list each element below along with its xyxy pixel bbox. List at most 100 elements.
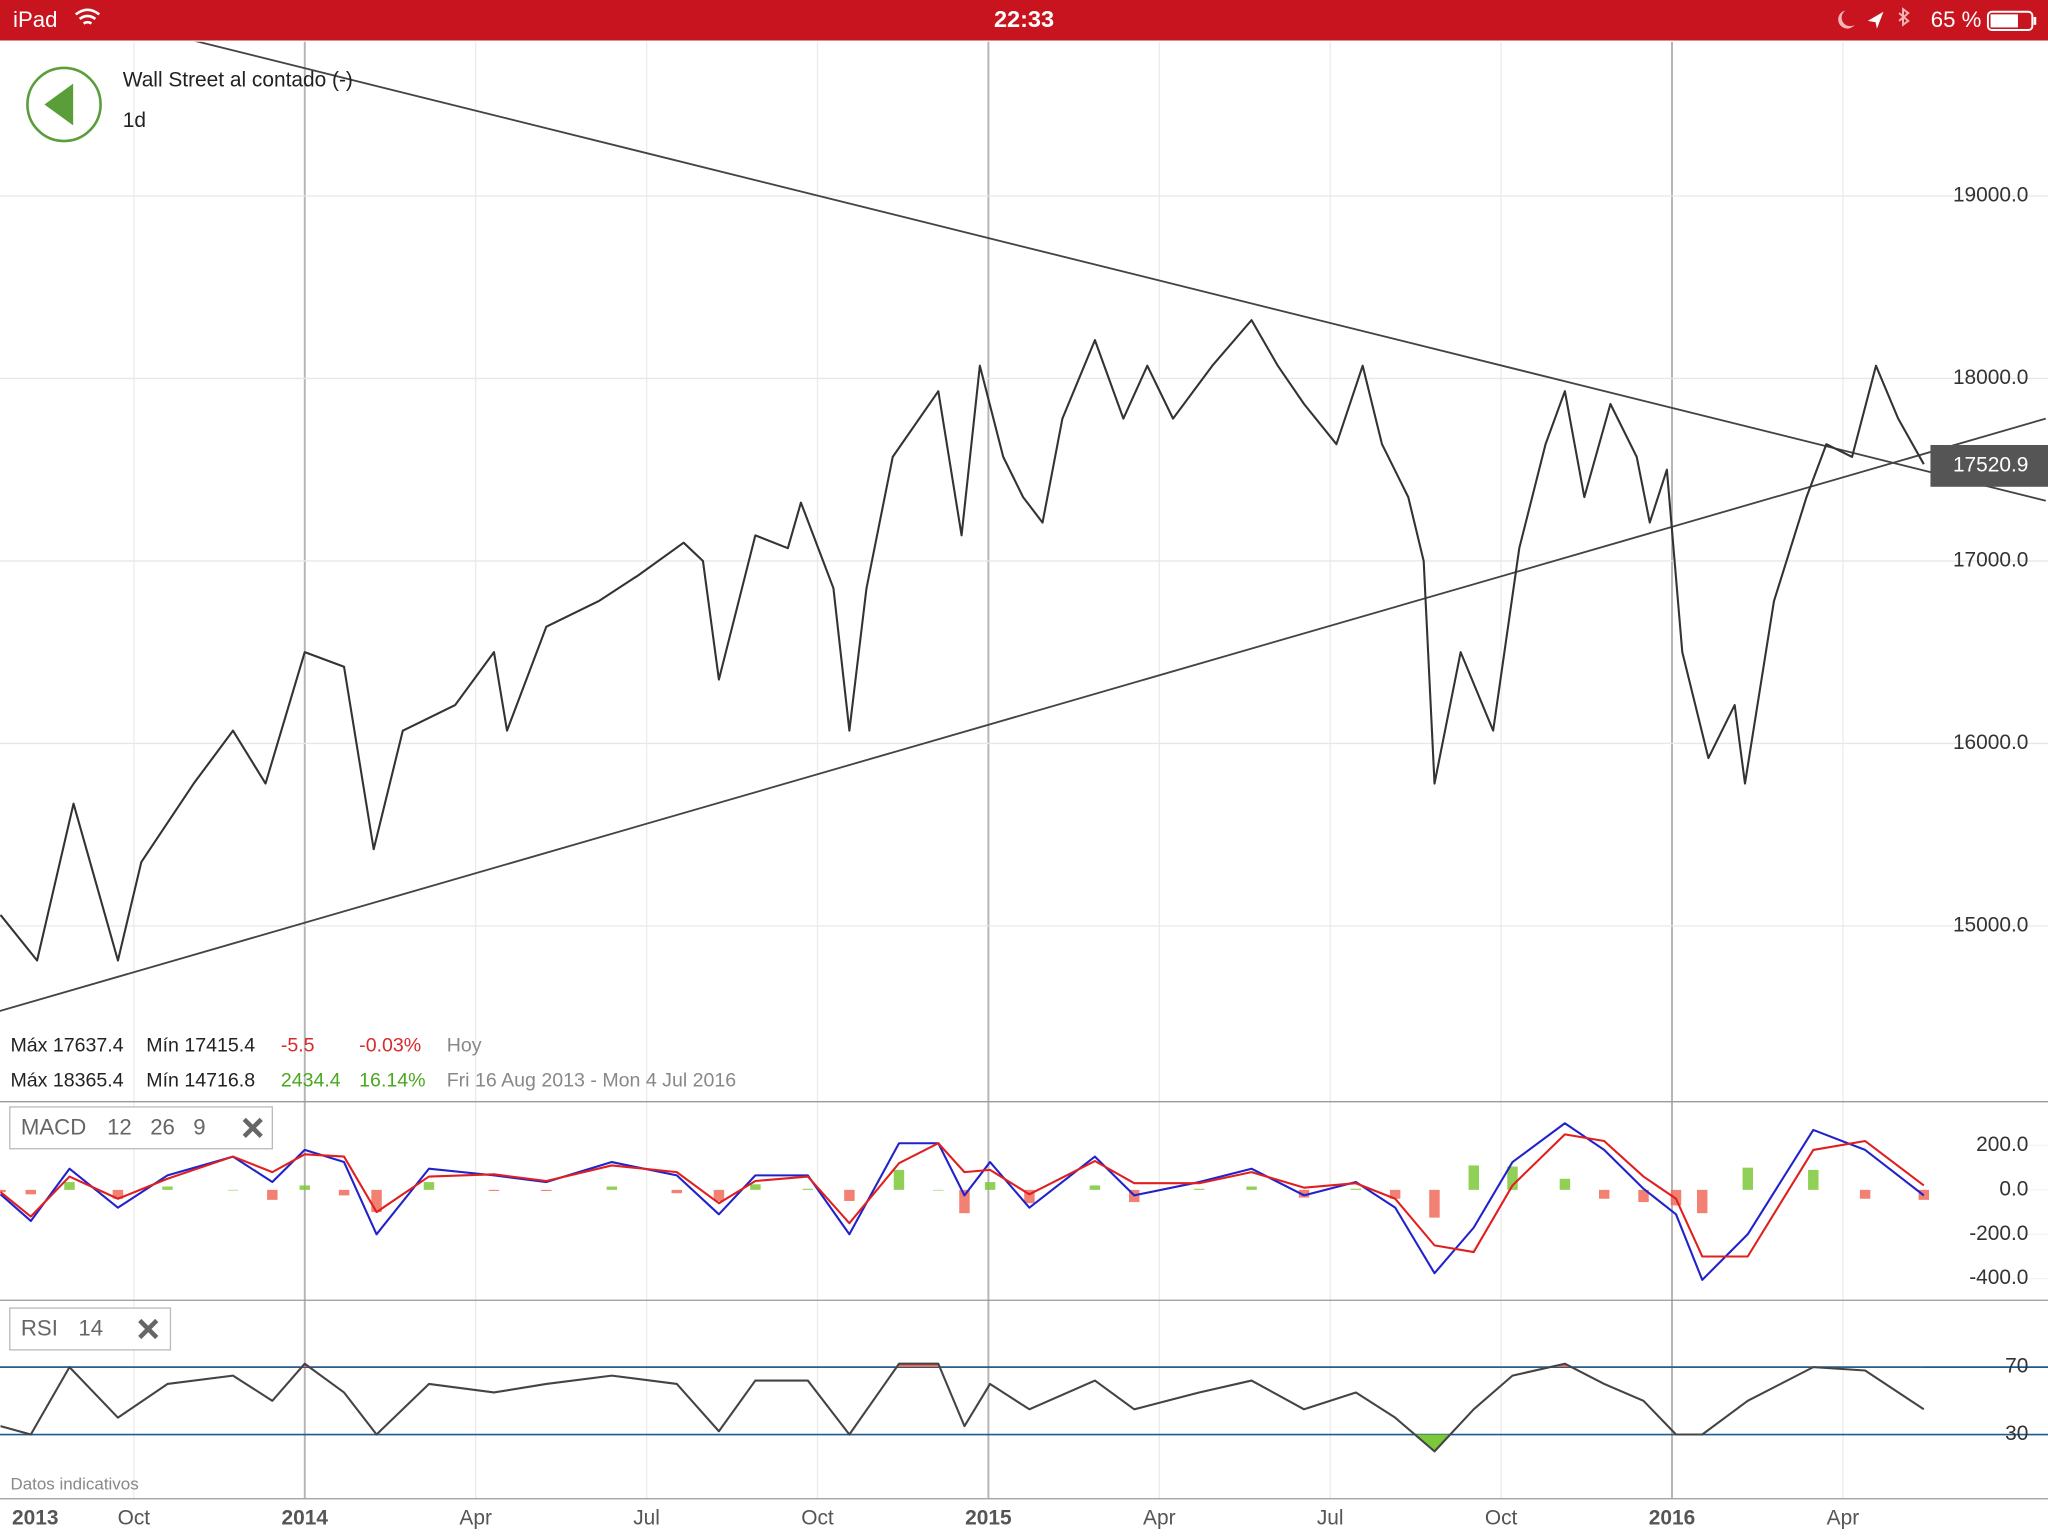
macd-histogram-bar bbox=[1598, 1189, 1610, 1199]
macd-histogram-bar bbox=[984, 1182, 996, 1190]
stat-low: Mín 17415.4 bbox=[146, 1034, 255, 1056]
stat-high: Máx 17637.4 bbox=[10, 1034, 123, 1056]
macd-param: 12 bbox=[107, 1114, 132, 1139]
macd-param: 26 bbox=[150, 1114, 175, 1139]
location-icon bbox=[1867, 11, 1884, 29]
macd-histogram-bar bbox=[338, 1189, 350, 1196]
macd-histogram-bar bbox=[750, 1184, 761, 1190]
macd-histogram-bar bbox=[267, 1189, 278, 1200]
oversold-fill bbox=[1414, 1434, 1451, 1452]
footnote: Datos indicativos bbox=[10, 1475, 138, 1494]
close-rsi[interactable] bbox=[138, 1318, 159, 1340]
trendline bbox=[194, 41, 2047, 502]
battery-icon bbox=[1986, 10, 2034, 32]
x-tick-label: 2013 bbox=[12, 1507, 58, 1530]
mark-layer bbox=[0, 41, 2048, 1453]
macd-line bbox=[0, 1133, 1925, 1258]
y-tick-label: 0.0 bbox=[1999, 1177, 2028, 1200]
y-tick-label: 70 bbox=[2005, 1355, 2028, 1378]
macd-histogram-bar bbox=[671, 1189, 683, 1194]
y-tick-label: 18000.0 bbox=[1953, 366, 2028, 389]
macd-histogram-bar bbox=[933, 1189, 944, 1191]
macd-histogram-bar bbox=[1350, 1188, 1362, 1190]
pane-1 bbox=[0, 1122, 2048, 1281]
y-tick-label: 200.0 bbox=[1976, 1133, 2028, 1156]
rsi-param: 14 bbox=[78, 1315, 103, 1340]
close-macd[interactable] bbox=[242, 1117, 263, 1138]
macd-histogram-bar bbox=[488, 1189, 500, 1191]
battery-tip bbox=[2033, 16, 2037, 25]
stat-change-pct: 16.14% bbox=[359, 1070, 425, 1092]
macd-histogram-bar bbox=[227, 1189, 239, 1191]
stat-change-pct: -0.03% bbox=[359, 1034, 421, 1056]
macd-histogram-bar bbox=[1559, 1178, 1571, 1190]
macd-histogram-bar bbox=[1808, 1169, 1819, 1190]
stat-period: Hoy bbox=[447, 1034, 482, 1056]
x-tick-label: 2015 bbox=[965, 1507, 1012, 1530]
battery-level: 65 % bbox=[1931, 7, 1982, 32]
macd-histogram-bar bbox=[802, 1188, 814, 1190]
macd-histogram-bar bbox=[1193, 1188, 1205, 1190]
macd-histogram-bar bbox=[1024, 1189, 1035, 1204]
last-price-box bbox=[1930, 444, 2048, 487]
macd-histogram-bar bbox=[299, 1185, 311, 1190]
overbought-fill bbox=[301, 1363, 1572, 1368]
instrument-title: Wall Street al contado (-) bbox=[123, 68, 353, 91]
rsi-header bbox=[9, 1307, 172, 1351]
macd-histogram-bar bbox=[713, 1189, 725, 1201]
macd-histogram-bar bbox=[423, 1182, 435, 1190]
last-price-label: 17520.9 bbox=[1953, 453, 2028, 476]
macd-histogram-bar bbox=[1468, 1165, 1479, 1190]
status-bar bbox=[0, 0, 2048, 41]
y-tick-label: 16000.0 bbox=[1953, 731, 2028, 754]
macd-histogram-bar bbox=[1089, 1185, 1101, 1190]
macd-histogram-bar bbox=[1742, 1167, 1754, 1190]
x-tick-label: 2016 bbox=[1649, 1507, 1695, 1530]
x-tick-label: Oct bbox=[1485, 1507, 1518, 1530]
x-tick-label: 2014 bbox=[282, 1507, 329, 1530]
macd-histogram-bar bbox=[1389, 1189, 1401, 1199]
macd-histogram-bar bbox=[64, 1182, 75, 1190]
battery-fill bbox=[1990, 14, 2018, 28]
stat-change: 2434.4 bbox=[281, 1070, 341, 1092]
macd-histogram-bar bbox=[0, 1189, 6, 1193]
y-tick-label: 17000.0 bbox=[1953, 548, 2028, 571]
grid-layer bbox=[0, 41, 2048, 1499]
macd-histogram-bar bbox=[844, 1189, 855, 1201]
macd-histogram-bar bbox=[1507, 1166, 1518, 1190]
device-name: iPad bbox=[13, 7, 57, 32]
price-line bbox=[0, 319, 1925, 962]
x-tick-label: Apr bbox=[459, 1507, 492, 1530]
back-arrow bbox=[44, 83, 74, 126]
x-tick-label: Apr bbox=[1143, 1507, 1176, 1530]
pane-2 bbox=[0, 1362, 2048, 1453]
macd-histogram-bar bbox=[541, 1189, 552, 1191]
macd-param: 9 bbox=[193, 1114, 205, 1139]
x-tick-label: Oct bbox=[118, 1507, 151, 1530]
stat-high: Máx 18365.4 bbox=[10, 1070, 123, 1092]
wifi-icon bbox=[74, 8, 101, 25]
y-tick-label: -200.0 bbox=[1969, 1222, 2028, 1245]
y-tick-label: -400.0 bbox=[1969, 1266, 2028, 1289]
macd-histogram-bar bbox=[371, 1189, 382, 1213]
macd-histogram-bar bbox=[606, 1186, 618, 1190]
stat-change: -5.5 bbox=[281, 1034, 315, 1056]
macd-histogram-bar bbox=[1859, 1189, 1871, 1199]
y-tick-label: 19000.0 bbox=[1953, 184, 2028, 207]
rsi-line bbox=[0, 1362, 1925, 1453]
macd-histogram-bar bbox=[1429, 1189, 1440, 1218]
macd-histogram-bar bbox=[1638, 1189, 1649, 1203]
x-tick-label: Apr bbox=[1827, 1507, 1860, 1530]
macd-histogram-bar bbox=[112, 1189, 124, 1199]
stat-low: Mín 14716.8 bbox=[146, 1070, 255, 1092]
macd-line bbox=[0, 1122, 1925, 1281]
macd-header bbox=[9, 1106, 273, 1150]
x-tick-label: Oct bbox=[801, 1507, 834, 1530]
macd-histogram-bar bbox=[1298, 1189, 1310, 1198]
interval: 1d bbox=[123, 109, 146, 132]
x-tick-label: Jul bbox=[633, 1507, 660, 1530]
clock: 22:33 bbox=[994, 6, 1054, 32]
trendline bbox=[0, 417, 2047, 1012]
